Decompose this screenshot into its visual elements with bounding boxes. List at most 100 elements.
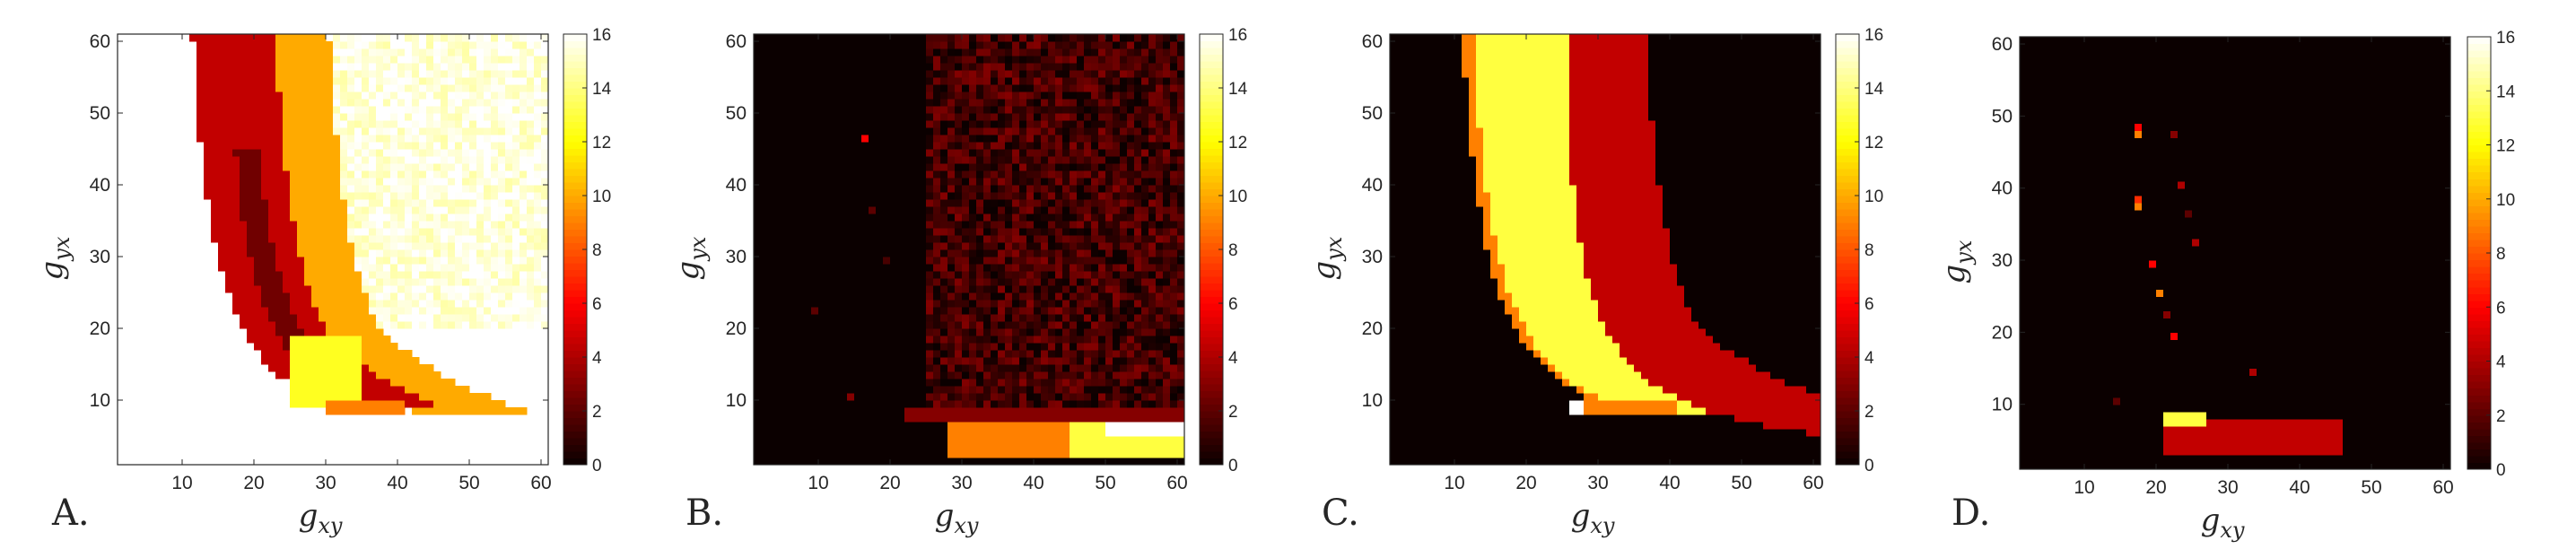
heatmap-cell [782, 278, 790, 286]
heatmap-cell [441, 379, 449, 387]
heatmap-cell [268, 343, 276, 351]
heatmap-cell [354, 99, 362, 107]
heatmap-cell [1084, 364, 1092, 372]
heatmap-cell [962, 450, 970, 458]
heatmap-cell [947, 206, 956, 214]
heatmap-cell [433, 271, 441, 279]
heatmap-cell [782, 249, 790, 257]
heatmap-cell [955, 214, 963, 222]
heatmap-cell [290, 264, 298, 272]
heatmap-cell [397, 379, 406, 387]
heatmap-cell [833, 300, 841, 308]
heatmap-cell [319, 214, 327, 222]
heatmap-cell [754, 242, 762, 250]
heatmap-cell [476, 56, 485, 64]
heatmap-cell [754, 163, 762, 171]
heatmap-cell [297, 271, 305, 279]
heatmap-cell [861, 214, 869, 222]
heatmap-cell [484, 56, 492, 64]
heatmap-cell [433, 400, 441, 408]
heatmap-cell [883, 178, 891, 186]
heatmap-cell [840, 264, 848, 272]
heatmap-cell [912, 278, 920, 286]
heatmap-cell [354, 328, 362, 336]
heatmap-cell [397, 113, 406, 121]
heatmap-cell [818, 170, 826, 179]
heatmap-cell [304, 343, 312, 351]
heatmap-cell [1041, 436, 1049, 444]
heatmap-cell [196, 48, 205, 57]
heatmap-cell [926, 364, 934, 372]
heatmap-cell [541, 206, 549, 214]
heatmap-cell [362, 350, 370, 358]
heatmap-cell [362, 149, 370, 157]
heatmap-cell [534, 214, 542, 222]
heatmap-cell [512, 257, 520, 265]
colorbar-segment [563, 209, 587, 216]
heatmap-cell [505, 257, 513, 265]
heatmap-cell [225, 149, 233, 157]
heatmap-cell [861, 414, 869, 423]
heatmap-cell [1113, 386, 1121, 394]
heatmap-cell [232, 63, 240, 71]
heatmap-cell [505, 407, 513, 415]
heatmap-cell [520, 92, 528, 100]
heatmap-cell [455, 192, 463, 200]
heatmap-cell [969, 242, 977, 250]
heatmap-cell [354, 357, 362, 365]
heatmap-cell [476, 185, 485, 193]
heatmap-cell [304, 249, 312, 257]
heatmap-cell [933, 386, 941, 394]
heatmap-cell [1127, 393, 1135, 401]
heatmap-cell [804, 257, 812, 265]
heatmap-cell [1156, 393, 1164, 401]
heatmap-cell [1170, 336, 1178, 344]
heatmap-cell [1062, 300, 1070, 308]
heatmap-cell [512, 285, 520, 293]
heatmap-cell [354, 192, 362, 200]
heatmap-cell [390, 156, 398, 164]
heatmap-cell [833, 328, 841, 336]
heatmap-cell [362, 70, 370, 78]
heatmap-cell [883, 271, 891, 279]
heatmap-cell [833, 336, 841, 344]
heatmap-cell [883, 364, 891, 372]
heatmap-cell [919, 228, 927, 236]
heatmap-cell [254, 321, 262, 329]
heatmap-cell [1055, 371, 1063, 379]
heatmap-cell [955, 414, 963, 423]
heatmap-cell [854, 386, 862, 394]
heatmap-cell [376, 350, 384, 358]
heatmap-cell [426, 142, 434, 150]
heatmap-cell [947, 307, 956, 315]
heatmap-cell [1005, 393, 1013, 401]
heatmap-cell [326, 371, 334, 379]
heatmap-cell [854, 357, 862, 365]
heatmap-cell [912, 300, 920, 308]
heatmap-cell [1005, 214, 1013, 222]
heatmap-cell [534, 92, 542, 100]
heatmap-cell [1077, 429, 1085, 437]
heatmap-cell [1091, 214, 1099, 222]
heatmap-cell [369, 149, 377, 157]
heatmap-cell [441, 407, 449, 415]
heatmap-cell [290, 106, 298, 114]
heatmap-cell [1148, 393, 1157, 401]
heatmap-cell [476, 228, 485, 236]
heatmap-cell [405, 56, 413, 64]
heatmap-cell [912, 257, 920, 265]
heatmap-cell [397, 120, 406, 128]
heatmap-cell [275, 228, 284, 236]
heatmap-cell [804, 422, 812, 430]
heatmap-cell [390, 364, 398, 372]
heatmap-cell [962, 206, 970, 214]
heatmap-cell [1105, 257, 1113, 265]
heatmap-cell [754, 307, 762, 315]
heatmap-cell [261, 249, 269, 257]
heatmap-cell [311, 371, 319, 379]
colorbar-segment [563, 176, 587, 183]
heatmap-cell [261, 300, 269, 308]
heatmap-cell [833, 393, 841, 401]
heatmap-cell [484, 214, 492, 222]
heatmap-cell [225, 221, 233, 229]
